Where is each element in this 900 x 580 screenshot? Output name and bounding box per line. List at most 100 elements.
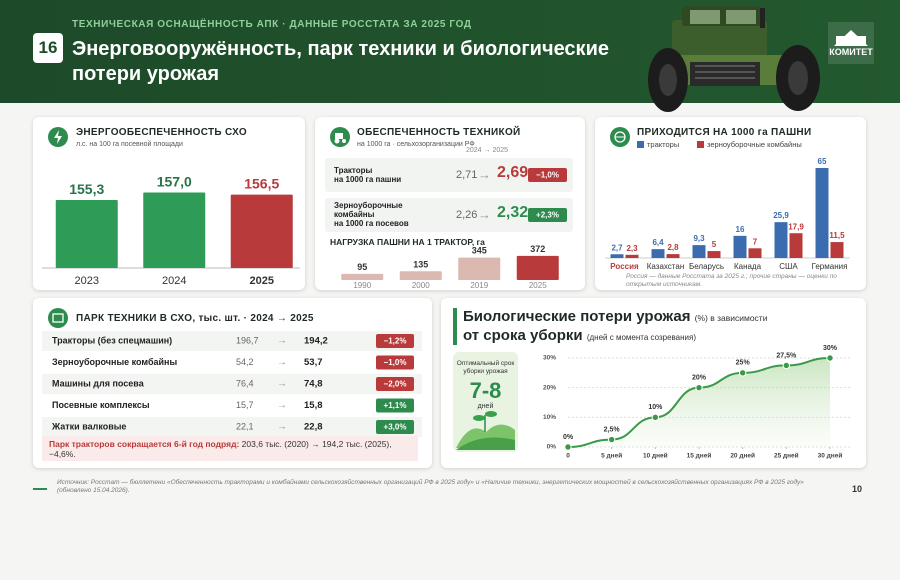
bar: [55, 200, 118, 268]
value-label: 25%: [736, 360, 751, 367]
value-label: 157,0: [157, 173, 192, 189]
note-lead: Парк тракторов сокращается 6-й год подря…: [49, 439, 240, 449]
bar: [692, 245, 706, 258]
losses-title: Биологические потери урожая (%) в зависи…: [463, 308, 767, 325]
x-tick-label: 0: [566, 453, 570, 460]
row-name: Машины для посева: [52, 378, 145, 388]
value-label: 6,4: [652, 238, 664, 247]
harvest-value: 7-8: [469, 378, 502, 403]
value-label: 17,9: [788, 222, 804, 231]
x-tick-label: 30 дней: [818, 452, 843, 460]
fleet-note: Парк тракторов сокращается 6-й год подря…: [42, 436, 418, 461]
x-tick-label: 5 дней: [601, 452, 622, 460]
row-label: Тракторы на 1000 га пашни: [334, 166, 402, 184]
change-label: −2,0%: [384, 380, 407, 389]
value-label: 372: [530, 244, 545, 254]
value-label: 2,7: [611, 243, 623, 252]
x-tick-label: 2025: [529, 281, 547, 290]
x-tick-label: 2025: [250, 275, 274, 287]
row-name: Жатки валковые: [51, 421, 126, 431]
x-tick-label: 15 дней: [687, 452, 712, 460]
panel-title: ОБЕСПЕЧЕННОСТЬ ТЕХНИКОЙ: [357, 127, 521, 138]
bar: [830, 242, 844, 258]
bar: [516, 255, 559, 280]
row-name: Зерноуборочные комбайны: [52, 357, 177, 367]
bar: [651, 249, 665, 258]
value-from: 76,4: [236, 378, 254, 388]
change-badge: [376, 377, 414, 391]
change-label: +2,3%: [536, 211, 559, 220]
panel-title: ПРИХОДИТСЯ НА 1000 га ПАШНИ: [637, 127, 812, 138]
x-tick-label: 2000: [412, 281, 430, 290]
row-name: Посевные комплексы: [52, 400, 150, 410]
leaf: [485, 411, 497, 417]
legend-label: зерноуборочные комбайны: [707, 140, 802, 149]
change-label: +3,0%: [384, 423, 407, 432]
value-label: 27,5%: [776, 352, 797, 359]
title-accent: [453, 308, 457, 345]
panel-subtitle: на 1000 га · сельхозорганизации РФ: [357, 141, 475, 148]
x-tick-label: США: [779, 262, 798, 271]
x-tick-label: 20 дней: [730, 452, 755, 460]
value-label: 135: [413, 259, 428, 269]
y-tick-label: 10%: [543, 414, 556, 421]
point: [782, 361, 791, 370]
value-to: 194,2: [304, 336, 328, 347]
bar: [789, 233, 803, 258]
logo-text: КОМИТЕТ: [829, 47, 873, 57]
arrow: →: [277, 357, 287, 368]
change-label: −1,0%: [384, 358, 407, 367]
icon-glyph: [335, 133, 343, 139]
legend-label: тракторы: [647, 140, 679, 149]
x-tick-label: 2023: [75, 275, 99, 287]
change-badge: [376, 334, 414, 348]
y-tick-label: 30%: [543, 355, 556, 362]
losses-subtitle: от срока уборки (дней с момента созреван…: [463, 327, 696, 344]
change-label: −1,2%: [384, 337, 407, 346]
point: [607, 435, 616, 444]
value-label: 95: [357, 262, 367, 272]
icon-fleet: [48, 308, 68, 328]
value-label: 155,3: [69, 181, 104, 197]
arrow: →: [277, 400, 287, 411]
x-tick-label: Германия: [812, 262, 848, 271]
point: [826, 354, 834, 362]
value-label: 2,8: [667, 243, 679, 252]
x-tick-label: 25 дней: [774, 452, 799, 460]
hill: [456, 437, 515, 450]
change-badge: [376, 355, 414, 370]
y-tick-label: 20%: [543, 384, 556, 391]
point: [738, 369, 747, 377]
area: [568, 358, 830, 447]
arrow: →: [478, 167, 491, 182]
change-badge: [376, 420, 414, 434]
harvest-unit: дней: [477, 403, 494, 410]
value-label: 156,5: [244, 176, 279, 192]
subchart-title: НАГРУЗКА ПАШНИ НА 1 ТРАКТОР, га: [330, 237, 485, 247]
value-to: 53,7: [304, 357, 323, 368]
change-badge: [528, 168, 567, 182]
panel-title: ПАРК ТЕХНИКИ В СХО, тыс. шт. · 2024 → 20…: [76, 313, 314, 324]
subtitle-note: (дней с момента созревания): [586, 333, 697, 342]
x-tick-label: 1990: [353, 281, 371, 290]
subtitle-main: от срока уборки: [463, 327, 583, 344]
value-from: 22,1: [236, 421, 254, 431]
value-to: 2,69: [497, 164, 529, 181]
bar: [625, 254, 639, 258]
icon-glyph: [54, 130, 62, 144]
number-box: [33, 33, 63, 63]
page-number: 10: [852, 484, 863, 494]
value-label: 11,5: [829, 231, 845, 240]
x-tick-label: 2024: [162, 275, 186, 287]
value-from: 2,26: [456, 209, 478, 221]
row-bg: [42, 417, 422, 437]
y-tick-label: 0%: [547, 444, 557, 451]
value-from: 54,2: [236, 357, 254, 367]
row-name: Тракторы (без спецмашин): [52, 335, 172, 345]
x-tick-label: Казахстан: [647, 262, 685, 271]
point: [651, 413, 660, 422]
bar: [774, 222, 788, 258]
bar: [815, 168, 829, 258]
